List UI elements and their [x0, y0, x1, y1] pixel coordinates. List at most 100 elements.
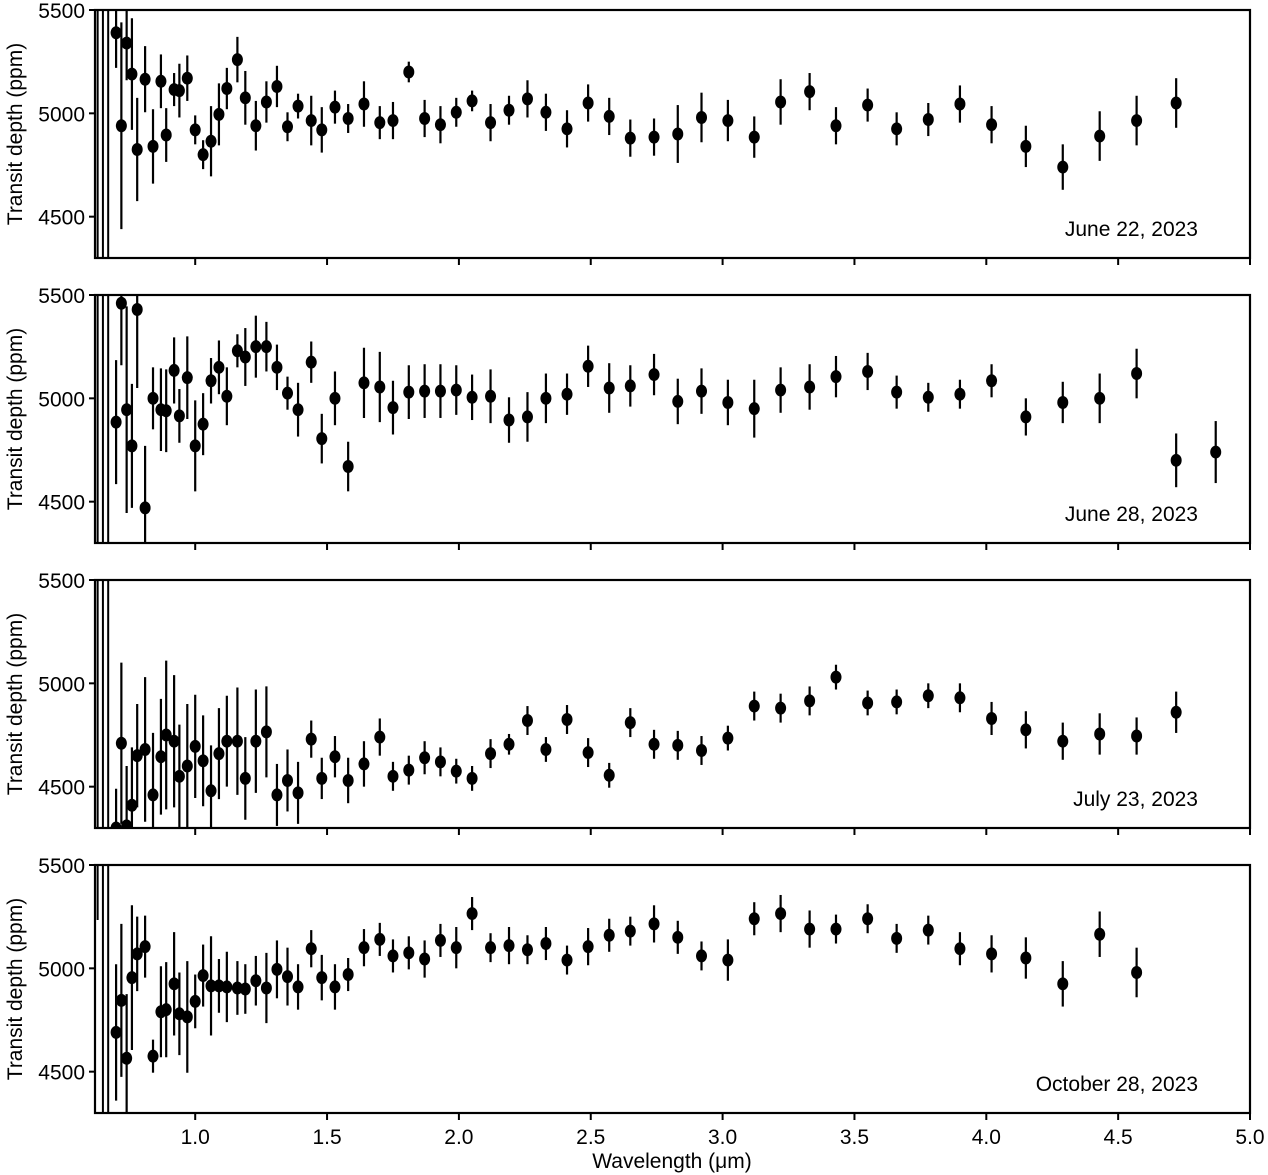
data-point — [221, 980, 233, 994]
data-point — [239, 982, 251, 996]
data-point — [155, 750, 167, 764]
data-point — [197, 417, 209, 431]
data-point — [260, 95, 272, 109]
data-point — [722, 953, 734, 967]
data-point — [434, 118, 446, 132]
data-point — [205, 979, 217, 993]
x-tick-label: 5.0 — [1235, 1126, 1264, 1149]
data-point — [419, 384, 431, 398]
data-point — [282, 120, 293, 134]
data-point — [387, 949, 399, 963]
data-point — [954, 97, 966, 111]
x-tick-label: 1.5 — [312, 1126, 341, 1149]
data-point — [450, 764, 462, 778]
data-point — [305, 732, 317, 746]
data-point — [561, 953, 573, 967]
panel-date-label: October 28, 2023 — [1036, 1073, 1198, 1096]
data-point — [603, 928, 615, 942]
data-point — [239, 91, 251, 105]
data-point — [231, 53, 243, 67]
data-point — [954, 387, 966, 401]
data-point — [115, 296, 127, 310]
data-point — [147, 139, 159, 153]
data-point — [804, 85, 816, 99]
data-point — [1094, 727, 1106, 741]
data-point — [131, 143, 143, 156]
data-point — [582, 940, 594, 954]
data-point — [503, 939, 515, 953]
plot-frame — [93, 8, 1252, 260]
data-point — [260, 981, 272, 995]
data-point — [342, 968, 354, 982]
data-point — [521, 92, 533, 106]
data-point — [231, 734, 243, 748]
data-point — [131, 947, 143, 961]
data-point — [540, 391, 552, 405]
data-point — [434, 933, 446, 947]
data-point — [213, 107, 225, 121]
data-point — [419, 751, 431, 765]
data-point — [672, 394, 684, 408]
data-point — [922, 113, 934, 127]
data-point — [830, 670, 842, 684]
data-point — [271, 788, 283, 802]
data-point — [696, 949, 708, 963]
data-point — [986, 711, 998, 725]
data-point — [748, 402, 760, 416]
data-point — [696, 384, 708, 398]
data-point — [316, 432, 328, 446]
data-points — [96, 295, 1222, 543]
data-point — [139, 742, 151, 756]
data-point — [403, 385, 415, 399]
data-point — [221, 82, 233, 96]
data-point — [1131, 965, 1143, 979]
y-tick-label: 5500 — [38, 285, 85, 308]
data-point — [155, 74, 167, 88]
data-point — [292, 403, 304, 417]
data-point — [374, 730, 386, 744]
data-point — [147, 1049, 159, 1063]
plot-frame — [93, 578, 1252, 830]
data-point — [434, 755, 446, 769]
data-point — [282, 773, 293, 787]
data-point — [271, 79, 283, 93]
data-point — [466, 907, 478, 921]
data-point — [213, 747, 225, 761]
data-point — [954, 942, 966, 956]
data-point — [121, 819, 133, 828]
data-point — [358, 97, 370, 111]
data-point — [561, 713, 573, 726]
data-points — [96, 865, 1143, 1113]
data-point — [561, 387, 573, 401]
data-point — [830, 922, 842, 936]
data-point — [181, 1010, 193, 1024]
data-point — [603, 109, 615, 123]
data-point — [342, 773, 354, 787]
data-point — [316, 123, 328, 137]
data-point — [624, 716, 636, 730]
data-point — [160, 404, 172, 418]
data-point — [891, 695, 903, 709]
data-point — [110, 26, 122, 40]
panel-3: 4500 5000 5500 Transit depth (ppm) July 23, … — [4, 570, 1252, 835]
data-point — [696, 110, 708, 124]
data-point — [804, 694, 816, 708]
data-point — [672, 738, 684, 752]
data-point — [250, 340, 262, 354]
data-point — [1170, 453, 1182, 467]
data-point — [748, 912, 760, 926]
data-point — [205, 374, 217, 388]
data-point — [126, 798, 138, 812]
data-point — [648, 368, 660, 382]
data-point — [466, 390, 478, 404]
data-point — [126, 971, 138, 985]
data-point — [160, 728, 172, 742]
data-point — [250, 734, 262, 748]
data-point — [121, 1051, 133, 1065]
data-point — [271, 360, 283, 374]
data-point — [624, 379, 636, 393]
data-point — [316, 971, 328, 985]
data-point — [624, 131, 636, 145]
data-point — [922, 923, 934, 937]
data-point — [250, 974, 262, 988]
